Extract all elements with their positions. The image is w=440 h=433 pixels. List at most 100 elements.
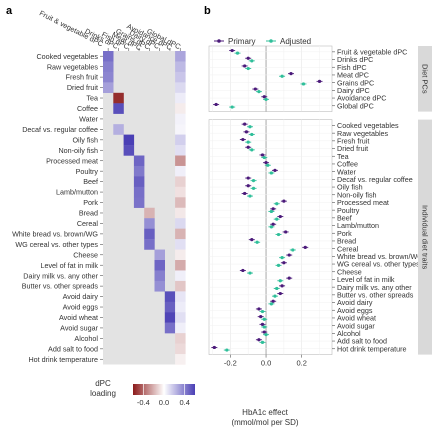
heatmap-cell [175,354,186,365]
effect-row-label-processed-meat: Processed meat [337,198,389,207]
adjusted-point [235,51,240,55]
effect-row-label-fresh-fruit: Fresh fruit [337,136,369,145]
heatmap-cell [175,176,186,188]
heatmap-cell [175,113,186,125]
legend-key-point [217,39,221,43]
primary-point [282,261,286,265]
legend-title-line-1: dPC [95,379,111,388]
primary-point [271,207,275,211]
primary-point [262,95,266,99]
heatmap-cell [154,260,165,271]
heatmap-row-label-oily-fish: Oily fish [72,135,98,144]
effect-row-label-water: Water [337,167,357,176]
primary-point [257,338,261,342]
adjusted-point [248,125,252,129]
effect-row-label-cooked-vegetables: Cooked vegetables [337,121,399,130]
x-axis-label-line-2: (mmol/mol per SD) [231,418,298,427]
primary-point [317,79,322,83]
adjusted-point [264,333,268,337]
heatmap-row-label-coffee: Coffee [77,104,98,113]
adjusted-point [280,256,284,260]
heatmap-cell [164,322,176,334]
heatmap-row-label-non-oily-fish: Non-oily fish [58,146,98,155]
adjusted-point [275,202,279,206]
heatmap-cell [144,207,155,219]
adjusted-point [250,132,254,137]
primary-point [214,102,218,107]
effect-row-label-beef: Beef [337,213,352,222]
legend-title-line-2: loading [90,389,116,398]
adjusted-point [262,325,266,329]
primary-point [264,161,268,165]
heatmap-cell [164,312,176,323]
heatmap-row-label-decaf-vs-regular-coffee: Decaf vs. regular coffee [22,125,98,134]
legend-label-primary: Primary [228,37,256,46]
heatmap-cell [133,176,145,188]
effect-row-label-wg-cereal-vs-other-types: WG cereal vs. other types [337,260,420,269]
heatmap-row-label-avoid-dairy: Avoid dairy [63,292,99,301]
primary-point [243,64,247,68]
heatmap-cell [133,186,145,198]
heatmap-row-label-bread: Bread [79,209,98,218]
group-strip-diet-pcs [418,46,432,112]
heatmap-cell [175,270,186,282]
heatmap-cell [175,228,186,240]
heatmap-cell [164,301,176,313]
adjusted-point [278,279,282,283]
heatmap-cell [175,165,186,177]
primary-point [280,284,284,288]
heatmap-cell [175,71,186,83]
adjusted-point [250,148,254,152]
heatmap-cell [103,71,114,83]
effect-row-label-avoid-dairy: Avoid dairy [337,298,373,307]
primary-point [303,245,307,249]
heatmap-cell [133,155,145,167]
heatmap-cell [175,103,186,114]
heatmap-cell [103,61,114,73]
effect-row-label-raw-vegetables: Raw vegetables [337,129,389,138]
primary-point [246,184,250,188]
heatmap-cell [113,103,124,114]
heatmap-legend: dPC loading -0.4 0.0 0.4 [90,379,195,407]
adjusted-point [275,217,279,221]
effect-row-label-dairy-dpc: Dairy dPC [337,86,370,95]
heatmap-row-label-avoid-sugar: Avoid sugar [60,324,98,333]
heatmap-cell [144,239,155,250]
primary-point [250,238,254,242]
adjusted-point [248,194,252,198]
effect-plot [208,45,333,355]
adjusted-point [291,248,295,252]
heatmap-cell [175,124,186,135]
primary-point [278,291,282,296]
heatmap-row-label-level-of-fat-in-milk: Level of fat in milk [40,261,98,270]
effect-row-label-poultry: Poultry [337,206,360,215]
legend-tick-label: 0.4 [179,398,189,407]
effect-row-label-meat-dpc: Meat dPC [337,71,369,80]
adjusted-point [255,240,259,244]
primary-point [287,253,291,257]
primary-point [230,48,234,53]
effect-row-label-decaf-vs-regular-coffee: Decaf vs. regular coffee [337,175,413,184]
effect-row-label-avoidance-dpc: Avoidance dPC [337,94,386,103]
effect-row-label-dried-fruit: Dried fruit [337,144,368,153]
effect-panel-diet-pcs [208,45,333,112]
adjusted-point [248,271,252,275]
heatmap-row-label-wg-cereal-vs-other-types: WG cereal vs. other types [15,240,98,249]
effect-row-label-hot-drink-temperature: Hot drink temperature [337,344,407,353]
adjusted-point [273,294,277,298]
adjusted-point [246,140,250,144]
effect-row-label-fish-dpc: Fish dPC [337,63,367,72]
heatmap-cell [175,51,186,62]
effect-row-label-pork: Pork [337,229,352,238]
primary-point [241,137,245,142]
primary-point [253,87,257,91]
legend-key-point [269,39,273,43]
heatmap-cells [103,51,186,365]
series-legend: Primary Adjusted [214,37,311,46]
heatmap-row-label-pork: Pork [83,198,98,207]
heatmap-row-label-lamb-mutton: Lamb/mutton [56,188,98,197]
adjusted-point [269,302,273,306]
heatmap-row-label-hot-drink-temperature: Hot drink temperature [28,355,98,364]
heatmap-row-label-poultry: Poultry [76,167,99,176]
